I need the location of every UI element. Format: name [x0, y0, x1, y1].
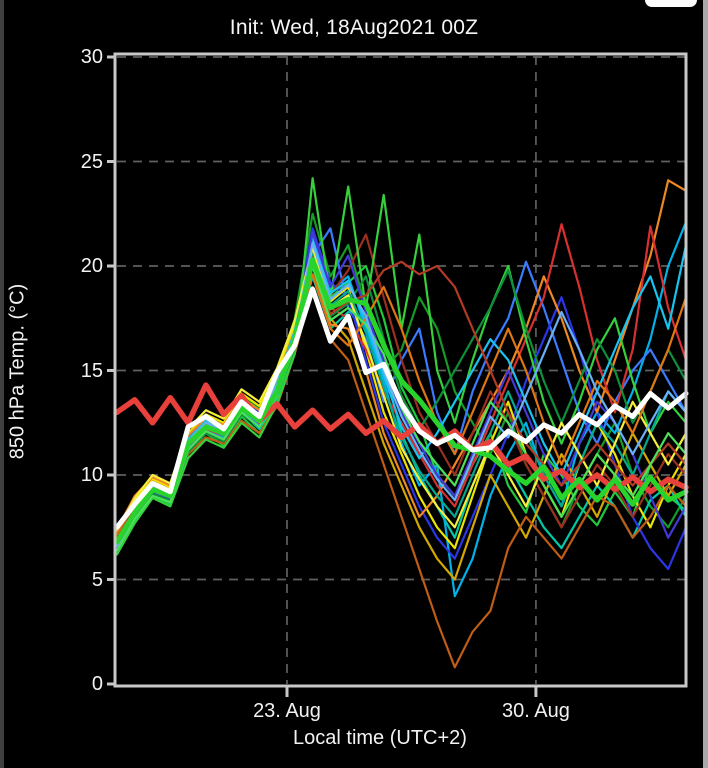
- right-screen-border[interactable]: [703, 0, 708, 768]
- y-tick-label-25: 25: [80, 150, 103, 173]
- y-tick-label-20: 20: [80, 255, 103, 277]
- y-tick-label-30: 30: [80, 46, 103, 68]
- series-ens-member-10: [115, 285, 688, 669]
- series-ens-member-14: [115, 260, 688, 550]
- y-axis-title: 850 hPa Temp. (°C): [6, 283, 29, 460]
- series-ens-member-01: [115, 244, 688, 554]
- x-tick-label: 23. Aug: [253, 700, 321, 722]
- y-tick-label-0: 0: [91, 673, 103, 695]
- y-tick-label-5: 5: [91, 568, 103, 591]
- y-tick-label-15: 15: [80, 359, 103, 382]
- x-axis-title: Local time (UTC+2): [293, 727, 467, 749]
- series-ens-member-22: [115, 241, 688, 548]
- cropped-top-right-button[interactable]: [645, 0, 697, 7]
- y-tick-label-10: 10: [80, 464, 103, 486]
- x-tick-label: 30. Aug: [502, 700, 570, 722]
- series-ens-member-18: [115, 246, 688, 533]
- chart-title: Init: Wed, 18Aug2021 00Z: [229, 16, 479, 39]
- series-ensemble-mean: [114, 257, 689, 545]
- series-climate-mean: [114, 382, 689, 495]
- series-main-run: [114, 286, 689, 530]
- left-screen-border: [0, 0, 4, 768]
